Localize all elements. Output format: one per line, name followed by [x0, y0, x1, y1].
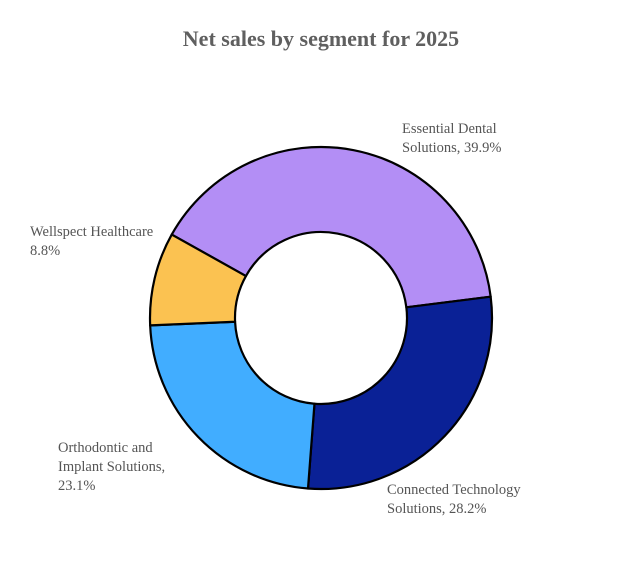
label-orthodontic: Orthodontic and Implant Solutions, 23.1%	[58, 439, 165, 496]
slice-wellspect-healthcare	[148, 233, 248, 327]
label-orthodontic-line2: Implant Solutions,	[58, 459, 166, 475]
label-wellspect-line2: 8.8%	[30, 243, 61, 259]
label-essential-dental: Essential Dental Solutions, 39.9%	[402, 120, 502, 158]
label-essential-dental-line2: Solutions, 39.9%	[402, 140, 502, 156]
label-wellspect-line1: Wellspect Healthcare	[30, 224, 154, 240]
chart-title: Net sales by segment for 2025	[182, 26, 460, 51]
label-wellspect: Wellspect Healthcare 8.8%	[30, 223, 153, 261]
label-orthodontic-line3: 23.1%	[58, 478, 96, 494]
label-essential-dental-line1: Essential Dental	[402, 121, 497, 137]
slice-essential-dental-solutions	[170, 145, 492, 309]
label-connected-tech-line1: Connected Technology	[387, 482, 521, 498]
label-connected-tech: Connected Technology Solutions, 28.2%	[387, 481, 521, 519]
slice-connected-technology-solutions	[306, 295, 494, 491]
slice-orthodontic-and-implant-solutions	[149, 320, 316, 490]
label-connected-tech-line2: Solutions, 28.2%	[387, 501, 487, 517]
label-orthodontic-line1: Orthodontic and	[58, 440, 153, 456]
